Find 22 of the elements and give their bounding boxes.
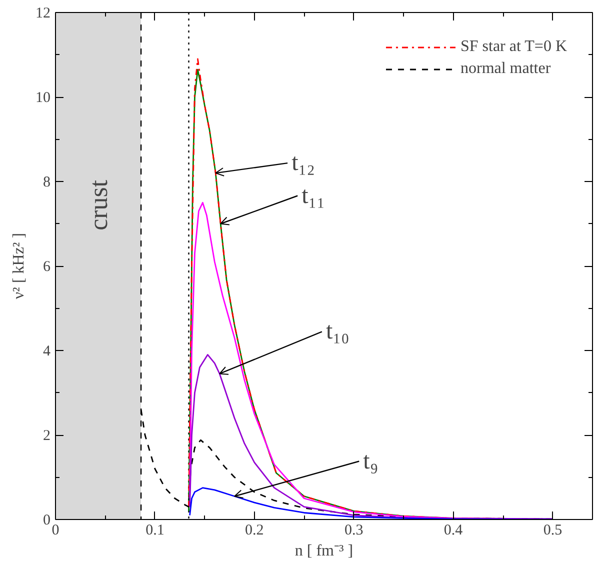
x-tick-label: 0.4: [444, 522, 464, 538]
y-tick-label: 8: [43, 174, 50, 190]
x-axis-title: n [ fm⁻³ ]: [294, 542, 354, 560]
annotation: t₉: [363, 448, 378, 474]
annotation: t₁₁: [302, 182, 326, 209]
y-tick-label: 2: [43, 428, 50, 444]
annotation: t₁₂: [292, 150, 315, 176]
y-tick-label: 4: [43, 344, 51, 360]
y-tick-label: 10: [36, 90, 50, 106]
legend-label: SF star at T=0 K: [460, 38, 567, 56]
annotation: t₁₀: [326, 318, 350, 345]
band-label: crust: [84, 179, 113, 230]
x-tick-label: 0.3: [344, 522, 364, 538]
y-tick-label: 6: [43, 259, 51, 275]
y-axis-title: ν² [ kHz² ]: [10, 232, 28, 300]
x-tick-label: 0.2: [245, 522, 264, 538]
y-tick-label: 12: [36, 6, 50, 22]
legend-label: normal matter: [460, 60, 551, 78]
line-series: [189, 354, 554, 520]
x-tick-label: 0.5: [543, 522, 562, 538]
x-tick-label: 0.1: [146, 522, 164, 538]
y-tick-label: 0: [43, 512, 50, 528]
